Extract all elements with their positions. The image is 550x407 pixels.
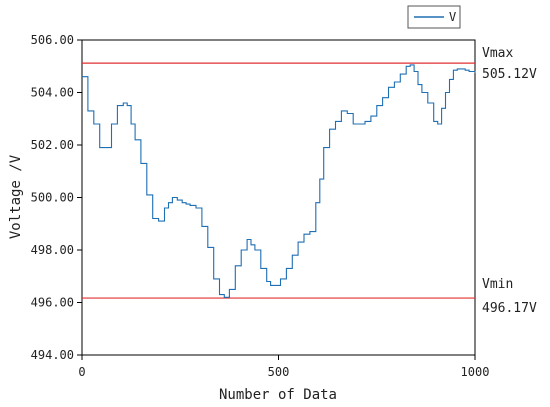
y-tick-label: 496.00 xyxy=(31,296,74,310)
y-tick-label: 504.00 xyxy=(31,86,74,100)
voltage-series-line xyxy=(82,64,476,298)
y-tick-label: 500.00 xyxy=(31,191,74,205)
x-tick-label: 1000 xyxy=(461,365,490,379)
vmin-label: Vmin xyxy=(482,277,513,292)
y-tick-label: 506.00 xyxy=(31,33,74,47)
y-tick-label: 498.00 xyxy=(31,243,74,257)
reference-labels: Vmax 505.12V Vmin 496.17V xyxy=(482,46,537,316)
vmax-value-label: 505.12V xyxy=(482,67,537,82)
x-tick-label: 500 xyxy=(268,365,290,379)
y-tick-label: 494.00 xyxy=(31,348,74,362)
vmax-label: Vmax xyxy=(482,46,513,61)
vmin-value-label: 496.17V xyxy=(482,301,537,316)
y-axis-ticks: 494.00 496.00 498.00 500.00 502.00 504.00 506.… xyxy=(31,33,82,362)
legend: V xyxy=(407,5,461,29)
x-axis-title: Number of Data xyxy=(219,387,337,403)
reference-lines xyxy=(82,62,475,299)
x-tick-label: 0 xyxy=(78,365,85,379)
legend-label: V xyxy=(449,10,456,24)
y-axis-title: Voltage /V xyxy=(8,154,24,239)
plot-frame xyxy=(81,39,476,356)
y-tick-label: 502.00 xyxy=(31,138,74,152)
x-axis-ticks: 0 500 1000 xyxy=(78,355,489,379)
